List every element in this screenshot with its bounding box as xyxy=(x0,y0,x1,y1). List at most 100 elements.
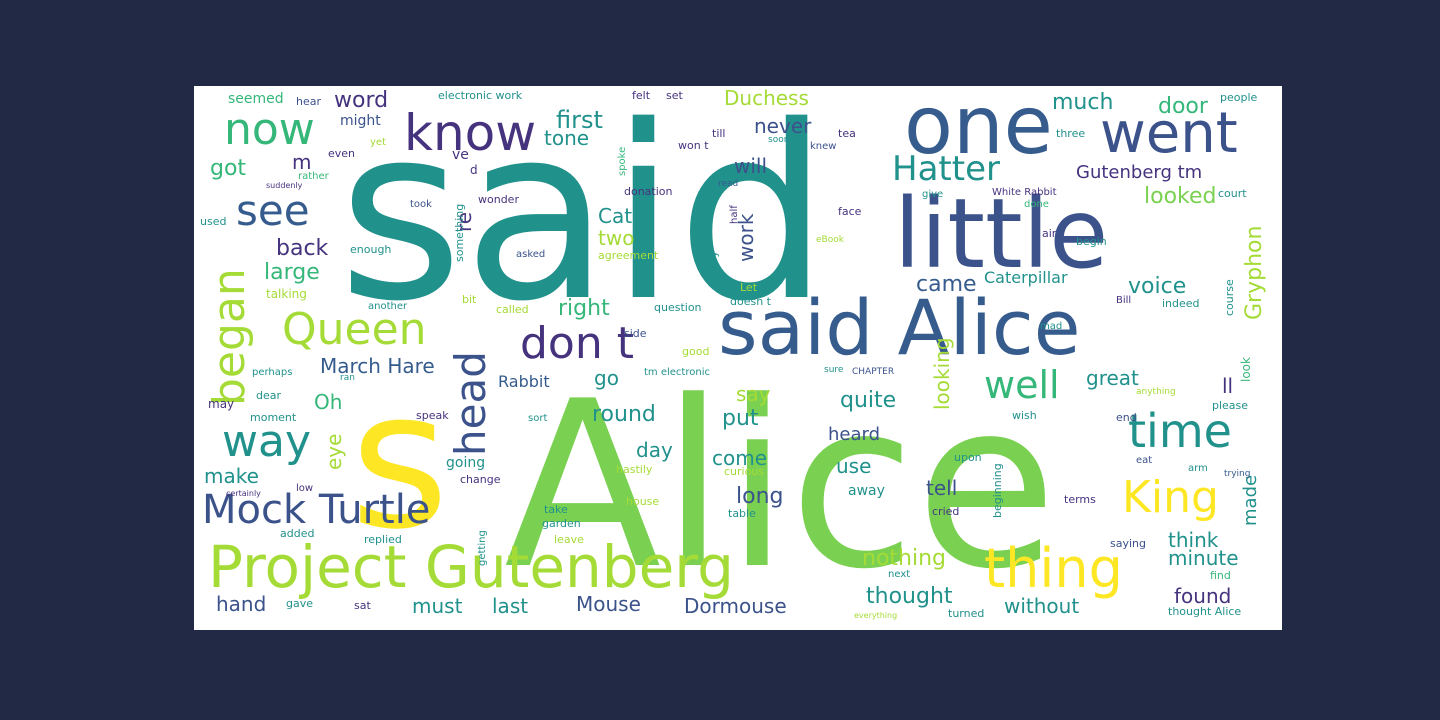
word-found: found xyxy=(1174,584,1232,608)
word-well: well xyxy=(984,363,1060,407)
word-dear: dear xyxy=(256,389,282,402)
word-caterpillar: Caterpillar xyxy=(984,268,1068,287)
word-sat: sat xyxy=(354,599,371,612)
word-tea: tea xyxy=(838,127,856,140)
word-mouse: Mouse xyxy=(576,592,641,616)
word-ebook: eBook xyxy=(816,235,844,245)
word-question: question xyxy=(654,301,702,314)
word-another: another xyxy=(368,301,408,312)
word-time: time xyxy=(1128,404,1232,458)
word-must: must xyxy=(412,594,463,618)
word-something: something xyxy=(453,203,466,262)
word-back: back xyxy=(276,236,329,261)
word-rather: rather xyxy=(298,171,329,182)
word-round: round xyxy=(592,402,656,427)
word-court: court xyxy=(1218,187,1247,200)
word-eye: eye xyxy=(322,433,346,470)
word-much: much xyxy=(1052,90,1114,115)
word-last: last xyxy=(492,594,529,618)
word-nothing: nothing xyxy=(862,546,946,571)
word-sure: sure xyxy=(824,365,844,375)
word-talking: talking xyxy=(266,287,307,301)
word-trying: trying xyxy=(1224,469,1251,479)
word-soon: soon xyxy=(768,135,790,145)
word-queen: Queen xyxy=(282,304,427,355)
word-spoke: spoke xyxy=(617,146,628,176)
word-thought: thought xyxy=(866,584,953,609)
word-door: door xyxy=(1158,94,1208,119)
word-end: end xyxy=(1116,411,1137,424)
word-gave: gave xyxy=(286,597,314,610)
word-first: first xyxy=(556,106,603,134)
word-change: change xyxy=(460,473,501,486)
word-jury: jury xyxy=(707,250,720,272)
word-moment: moment xyxy=(250,411,297,424)
word-hatter: Hatter xyxy=(892,149,1000,189)
word-looking: looking xyxy=(930,337,954,410)
word-take: take xyxy=(544,503,568,516)
word-oh: Oh xyxy=(314,390,343,414)
word-dormouse: Dormouse xyxy=(684,594,787,618)
word-came: came xyxy=(916,272,977,297)
word-garden: garden xyxy=(542,517,581,530)
word-voice: voice xyxy=(1128,274,1187,299)
word-may: may xyxy=(208,397,235,411)
word-saying: saying xyxy=(1110,537,1146,550)
word-wish: wish xyxy=(1012,409,1037,422)
word-good: good xyxy=(682,345,710,358)
word-course: course xyxy=(1223,279,1236,316)
word-made: made xyxy=(1240,474,1261,526)
word-hand: hand xyxy=(216,592,267,616)
word-speak: speak xyxy=(416,409,449,422)
word-said-alice: said Alice xyxy=(718,283,1081,372)
word-used: used xyxy=(200,215,227,228)
word-doesnt: doesn t xyxy=(730,295,771,308)
word-knew: knew xyxy=(810,141,837,152)
word-done: done xyxy=(1024,199,1049,210)
word-turned: turned xyxy=(948,607,985,620)
word-went: went xyxy=(1100,101,1238,166)
word-curious: curious xyxy=(724,465,765,478)
word-head: head xyxy=(446,351,495,456)
word-chapter: CHAPTER xyxy=(852,367,895,377)
word-tm-electronic: tm electronic xyxy=(644,367,710,378)
word-low: low xyxy=(296,483,314,494)
word-anything: anything xyxy=(1136,387,1176,397)
word-certainly: certainly xyxy=(226,489,261,498)
word-bit: bit xyxy=(462,293,477,306)
word-d: d xyxy=(470,163,478,177)
word-air: air xyxy=(1042,227,1057,240)
word-called: called xyxy=(496,303,529,316)
word-ll: ll xyxy=(1222,374,1234,398)
word-leave: leave xyxy=(554,533,584,546)
word-use: use xyxy=(836,454,872,478)
word-wont: won t xyxy=(678,139,709,152)
word-put: put xyxy=(722,406,759,431)
word-go: go xyxy=(594,366,619,390)
word-long: long xyxy=(736,484,784,509)
word-suddenly: suddenly xyxy=(266,181,303,190)
word-cat: Cat xyxy=(598,204,633,228)
word-cried: cried xyxy=(932,505,960,518)
word-began: began xyxy=(204,268,255,406)
word-away: away xyxy=(848,483,885,499)
word-wonder: wonder xyxy=(478,193,519,206)
word-indeed: indeed xyxy=(1162,297,1200,310)
word-felt: felt xyxy=(632,89,651,102)
word-gutenberg-tm: Gutenberg tm xyxy=(1076,162,1203,183)
word-might: might xyxy=(340,113,381,129)
word-will: will xyxy=(734,154,768,178)
word-m: m xyxy=(292,150,312,174)
word-took: took xyxy=(410,199,432,210)
word-great: great xyxy=(1086,366,1139,390)
word-dont: don t xyxy=(520,318,634,369)
word-yet: yet xyxy=(370,137,386,148)
word-large: large xyxy=(264,260,320,285)
word-arm: arm xyxy=(1188,463,1208,474)
word-think: think xyxy=(1168,528,1219,552)
word-march-hare: March Hare xyxy=(320,354,435,378)
word-three: three xyxy=(1056,127,1086,140)
word-never: never xyxy=(754,114,812,138)
word-white-rabbit: White Rabbit xyxy=(992,187,1057,198)
word-give: give xyxy=(922,189,944,200)
